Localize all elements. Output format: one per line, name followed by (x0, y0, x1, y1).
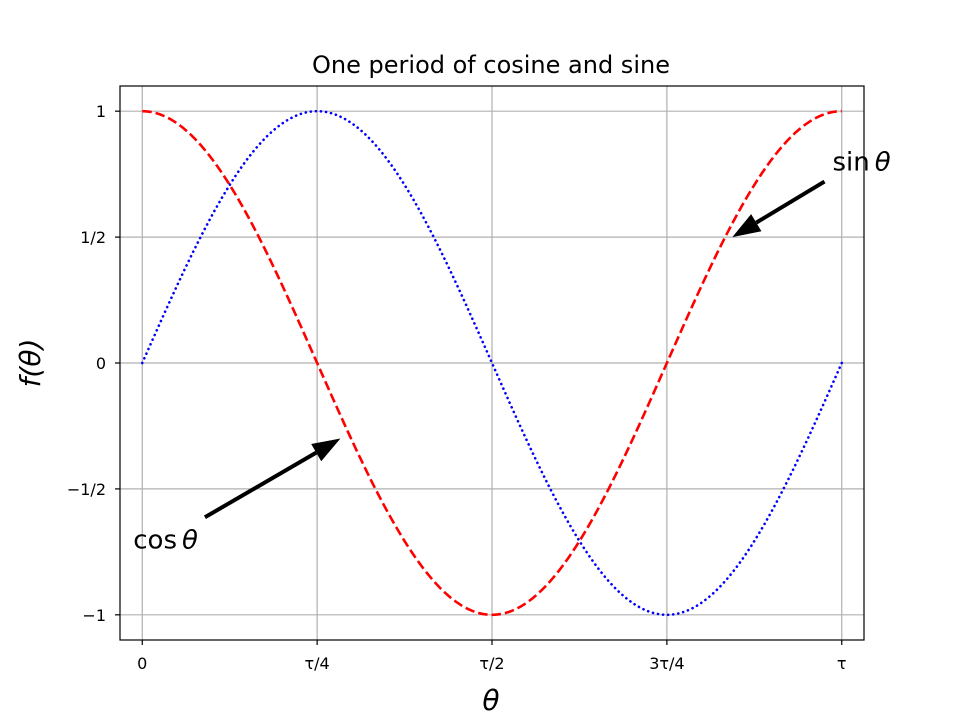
sin-annotation-arrow (755, 179, 826, 225)
y-tick-label: 1 (96, 102, 106, 121)
y-tick-label: −1/2 (67, 480, 106, 499)
chart-title: One period of cosine and sine (312, 51, 670, 79)
y-tick-label: 1/2 (80, 228, 106, 247)
series-layer (140, 109, 844, 617)
sin-annotation-symbol: θ (875, 148, 891, 178)
y-axis-label: f(θ) (14, 339, 47, 388)
sin-annotation-func: sin (832, 148, 869, 178)
x-tick-label: τ/4 (305, 654, 330, 673)
y-tick-label: 0 (96, 354, 106, 373)
grid (120, 86, 864, 640)
x-axis-label: θ (482, 684, 499, 717)
cos-annotation-func: cos (133, 525, 177, 555)
cos-annotation-arrow (203, 450, 318, 520)
cos-annotation-symbol: θ (182, 525, 198, 555)
x-tick-label: 0 (137, 654, 147, 673)
x-tick-label: 3τ/4 (649, 654, 684, 673)
ticks: 0 τ/4 τ/2 3τ/4 τ 1 1/2 0 −1/2 −1 (67, 102, 847, 673)
x-tick-label: τ (837, 654, 847, 673)
y-tick-label: −1 (82, 606, 106, 625)
sin-annotation-label: sin θ (832, 148, 890, 178)
sin-annotation-arrowhead (732, 214, 762, 238)
cos-annotation-arrowhead (311, 438, 341, 462)
x-tick-label: τ/2 (479, 654, 504, 673)
cos-series-line (142, 109, 842, 617)
cos-annotation-label: cos θ (133, 525, 198, 555)
